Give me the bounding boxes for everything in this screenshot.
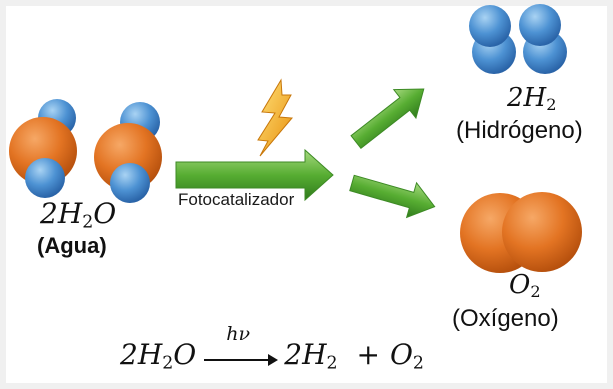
water-molecule-icon: [9, 99, 77, 198]
lightning-icon: [257, 78, 294, 157]
water-formula: 2H2O: [40, 197, 117, 233]
reaction-arrow: hν: [204, 323, 279, 366]
hydrogen-molecule-icon: [469, 4, 567, 74]
arrow-icon: [349, 174, 436, 219]
oxygen-label: (Oxígeno): [452, 305, 559, 332]
hydrogen-formula: 2H2: [507, 83, 557, 115]
hydrogen-label: (Hidrógeno): [456, 117, 583, 144]
photocatalyst-label: Fotocatalizador: [178, 190, 295, 209]
water-molecule-icon: [94, 102, 162, 203]
plus-sign: +: [356, 338, 380, 371]
water-label: (Agua): [37, 233, 107, 258]
oxygen-molecule-icon: [460, 192, 582, 273]
arrow-icon: [350, 88, 425, 150]
arrow-icon: [175, 148, 334, 202]
oxygen-formula: O2: [509, 270, 541, 302]
photon-energy-label: hν: [226, 322, 251, 345]
reaction-equation: 2H2O hν 2H2 + O2: [120, 322, 424, 374]
